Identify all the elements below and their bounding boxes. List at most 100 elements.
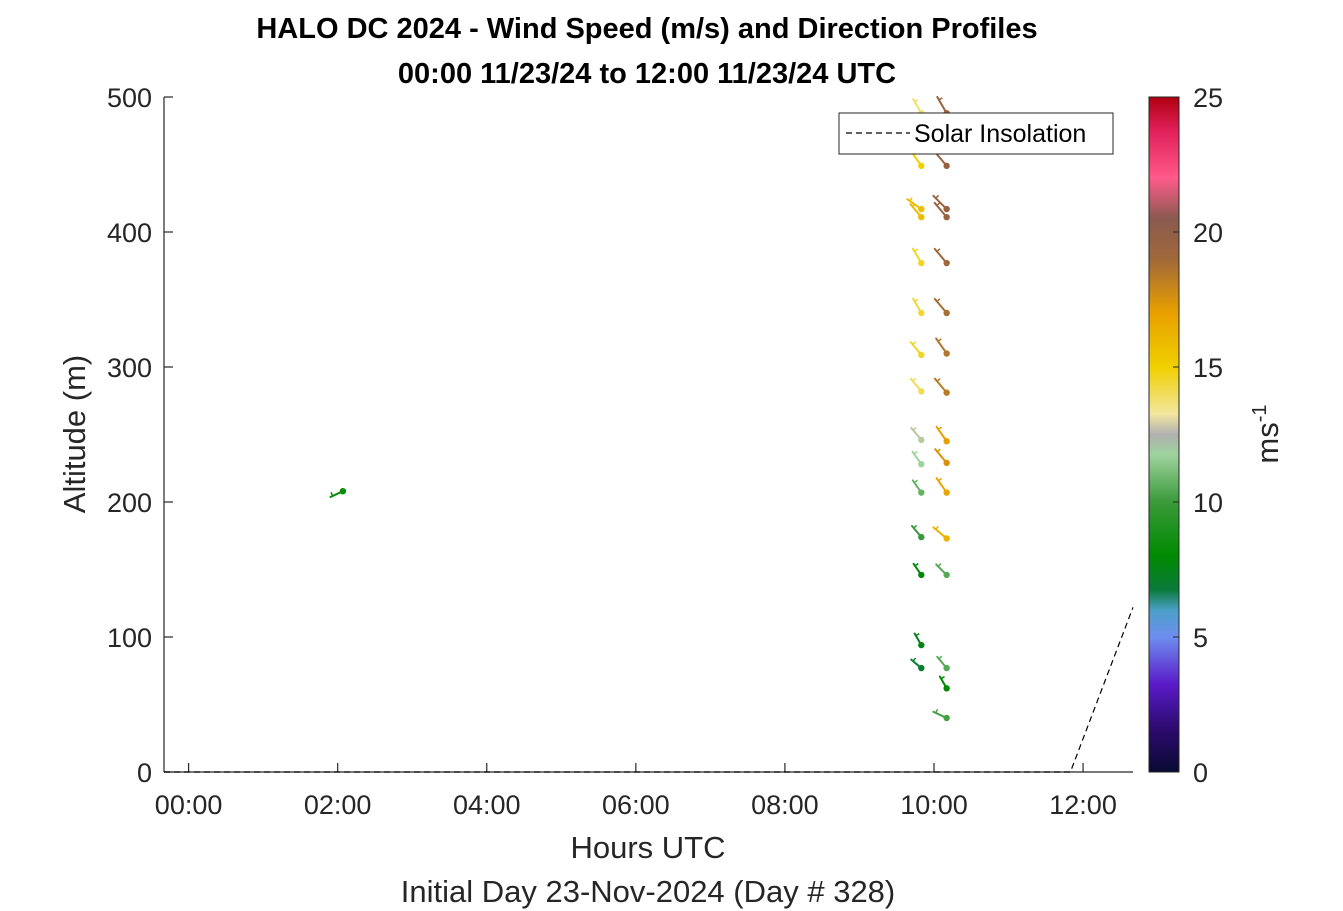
wind-barb-flag <box>914 99 919 103</box>
wind-barb <box>932 709 950 722</box>
wind-barb-flag <box>936 298 941 302</box>
wind-barb-flag <box>912 377 917 382</box>
chart-title: HALO DC 2024 - Wind Speed (m/s) and Dire… <box>256 13 1037 45</box>
chart-subtitle: 00:00 11/23/24 to 12:00 11/23/24 UTC <box>398 58 896 90</box>
wind-barb-point <box>943 438 950 445</box>
wind-barb-flag <box>914 248 919 252</box>
wind-barb-flag <box>935 525 939 530</box>
legend: Solar Insolation <box>838 112 1114 155</box>
wind-barb <box>910 151 925 170</box>
wind-barb-flag <box>936 248 941 252</box>
wind-barb-flag <box>935 194 940 199</box>
wind-barb-point <box>339 488 347 495</box>
plot-area: 0 100 200 300 400 500 00:00 02:00 04:00 06:00 08:… <box>107 83 1134 820</box>
wind-barb-flag <box>913 524 918 529</box>
wind-barb-point <box>918 436 925 444</box>
y-tick-label: 200 <box>107 488 152 518</box>
wind-barb-flag <box>914 298 919 302</box>
x-tick-label: 04:00 <box>453 790 521 820</box>
x-tick-label: 06:00 <box>602 790 670 820</box>
wind-barb <box>909 377 925 395</box>
y-tick-label: 400 <box>107 218 152 248</box>
legend-box <box>838 112 1114 155</box>
y-axis-label: Altitude (m) <box>57 355 92 513</box>
colorbar-label-exponent: -1 <box>1249 404 1271 422</box>
x-axis-label: Hours UTC <box>570 830 725 865</box>
wind-barb-point <box>918 641 925 649</box>
wind-barb-point <box>918 388 925 395</box>
wind-barb-point <box>943 535 950 542</box>
wind-barb <box>933 297 950 317</box>
wind-barb-flag <box>912 657 917 662</box>
wind-barb-flag <box>912 341 917 346</box>
x-ticks: 00:00 02:00 04:00 06:00 08:00 10:00 12:00 <box>155 763 1117 820</box>
wind-barb-flag <box>915 632 920 637</box>
y-tick-label: 300 <box>107 353 152 383</box>
wind-barb <box>932 525 950 542</box>
wind-barbs <box>329 95 950 722</box>
colorbar-tick-label: 25 <box>1193 83 1223 113</box>
y-tick-label: 0 <box>137 758 152 788</box>
wind-barb-flag <box>937 477 943 482</box>
wind-barb <box>910 657 925 672</box>
wind-barb-point <box>943 309 950 317</box>
wind-barb <box>933 201 950 221</box>
y-ticks: 0 100 200 300 400 500 <box>107 83 173 788</box>
colorbar-ticks: 0 5 10 15 20 25 <box>1173 83 1223 788</box>
colorbar-tick-label: 20 <box>1193 218 1223 248</box>
colorbar-label-unit: ms <box>1250 422 1285 463</box>
wind-barb-point <box>918 213 925 221</box>
colorbar: 0 5 10 15 20 25 ms-1 <box>1148 83 1285 788</box>
wind-barb-flag <box>914 562 919 567</box>
colorbar-gradient <box>1148 96 1180 773</box>
wind-barb-flag <box>911 203 916 207</box>
wind-barb <box>935 563 950 579</box>
colorbar-tick-label: 10 <box>1193 488 1223 518</box>
y-tick-label: 100 <box>107 623 152 653</box>
wind-barb-flag <box>330 492 334 497</box>
wind-barb-flag <box>912 426 917 431</box>
wind-barb <box>935 477 950 496</box>
wind-barb-flag <box>936 202 941 206</box>
wind-barb-flag <box>935 709 939 714</box>
wind-barb-flag <box>913 479 919 484</box>
wind-barb <box>909 341 925 359</box>
wind-barb <box>909 203 925 221</box>
x-tick-label: 02:00 <box>304 790 372 820</box>
wind-barb <box>912 247 925 267</box>
wind-barb-point <box>943 664 950 672</box>
wind-barb-point <box>943 162 950 170</box>
wind-barb-flag <box>909 197 913 202</box>
wind-barb <box>912 297 925 317</box>
wind-barb <box>935 425 950 445</box>
wind-barb-point <box>943 459 950 467</box>
wind-barb <box>932 194 950 213</box>
wind-barb-point <box>943 714 950 722</box>
wind-barb-flag <box>938 97 943 101</box>
x-tick-label: 00:00 <box>155 790 223 820</box>
wind-barb-point <box>918 461 925 468</box>
wind-barb-flag <box>936 448 941 453</box>
wind-barb <box>934 448 950 467</box>
wind-barb-flag <box>940 675 945 680</box>
wind-barb-point <box>918 351 925 359</box>
wind-barb-point <box>943 571 950 579</box>
wind-barb-flag <box>937 563 942 567</box>
wind-barb-point <box>918 259 925 267</box>
wind-barb-point <box>918 533 925 541</box>
wind-barb-point <box>918 664 925 672</box>
wind-barb-point <box>943 685 950 692</box>
wind-barb-point <box>918 162 925 170</box>
wind-barb <box>935 337 950 357</box>
colorbar-tick-label: 5 <box>1193 623 1208 653</box>
wind-barb <box>329 488 347 498</box>
wind-barb <box>936 655 950 672</box>
wind-barb <box>912 562 925 579</box>
wind-barb-flag <box>938 655 943 660</box>
wind-barb <box>938 675 950 692</box>
colorbar-label: ms-1 <box>1249 404 1285 463</box>
wind-barb-flag <box>937 338 942 342</box>
x-tick-label: 08:00 <box>751 790 819 820</box>
wind-barb-flag <box>937 426 943 431</box>
